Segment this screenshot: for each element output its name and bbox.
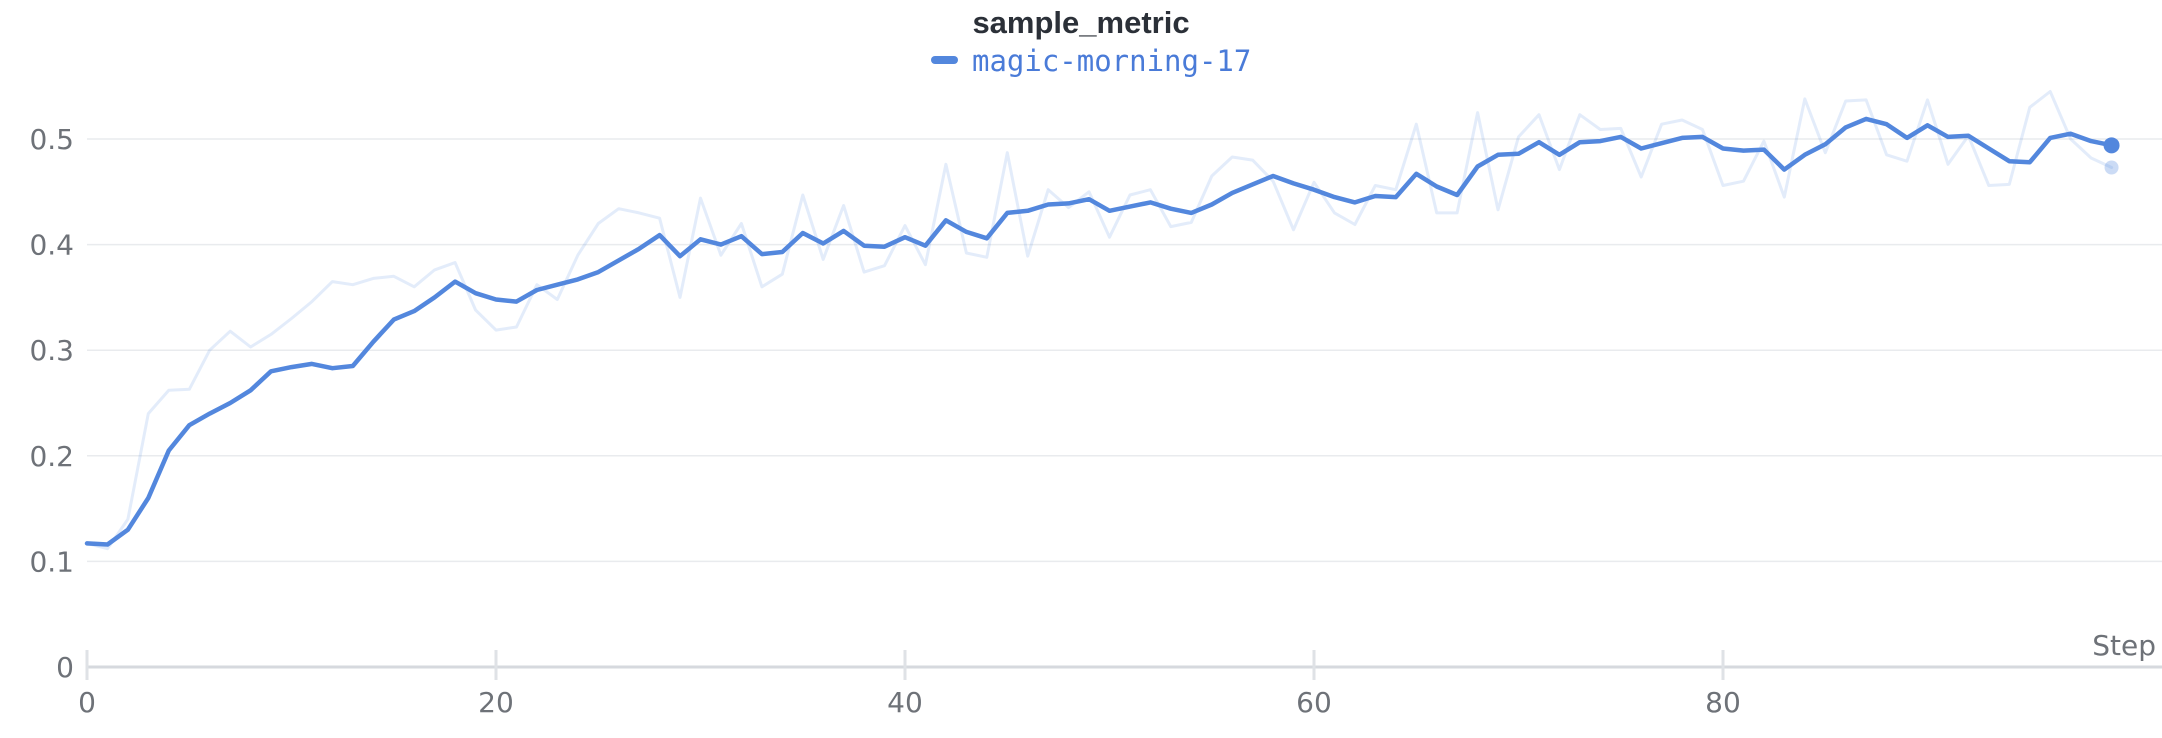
y-tick-label-0.3: 0.3 [29,334,74,367]
series-line-smoothed[interactable] [84,116,2114,547]
legend: magic-morning-17 [931,44,1251,78]
y-tick-label-0.5: 0.5 [29,123,74,156]
series-end-dot-smoothed [2103,137,2120,154]
series-line-original[interactable] [85,90,2114,551]
x-tick-label-80: 80 [1705,686,1741,719]
x-tick-label-60: 60 [1296,686,1332,719]
x-tick-label-40: 40 [887,686,923,719]
y-tick-label-0: 0 [56,651,74,684]
y-axis-labels: 0 0.1 0.2 0.3 0.4 0.5 [29,123,74,684]
legend-swatch-icon [931,56,958,64]
plot-series [84,90,2120,551]
x-tick-label-20: 20 [478,686,514,719]
y-tick-label-0.1: 0.1 [29,545,74,578]
x-tick-label-0: 0 [78,686,96,719]
y-tick-label-0.2: 0.2 [29,440,74,473]
series-end-dot-original [2104,160,2119,175]
legend-entry[interactable]: magic-morning-17 [931,44,1251,78]
x-axis-ticks [85,650,1725,680]
gridlines [87,138,2162,669]
legend-label: magic-morning-17 [972,44,1251,78]
chart-title: sample_metric [972,5,1189,40]
y-tick-label-0.4: 0.4 [29,229,74,262]
x-axis-labels: 0 20 40 60 80 [78,686,1741,719]
x-axis-unit-label: Step [2092,629,2156,662]
